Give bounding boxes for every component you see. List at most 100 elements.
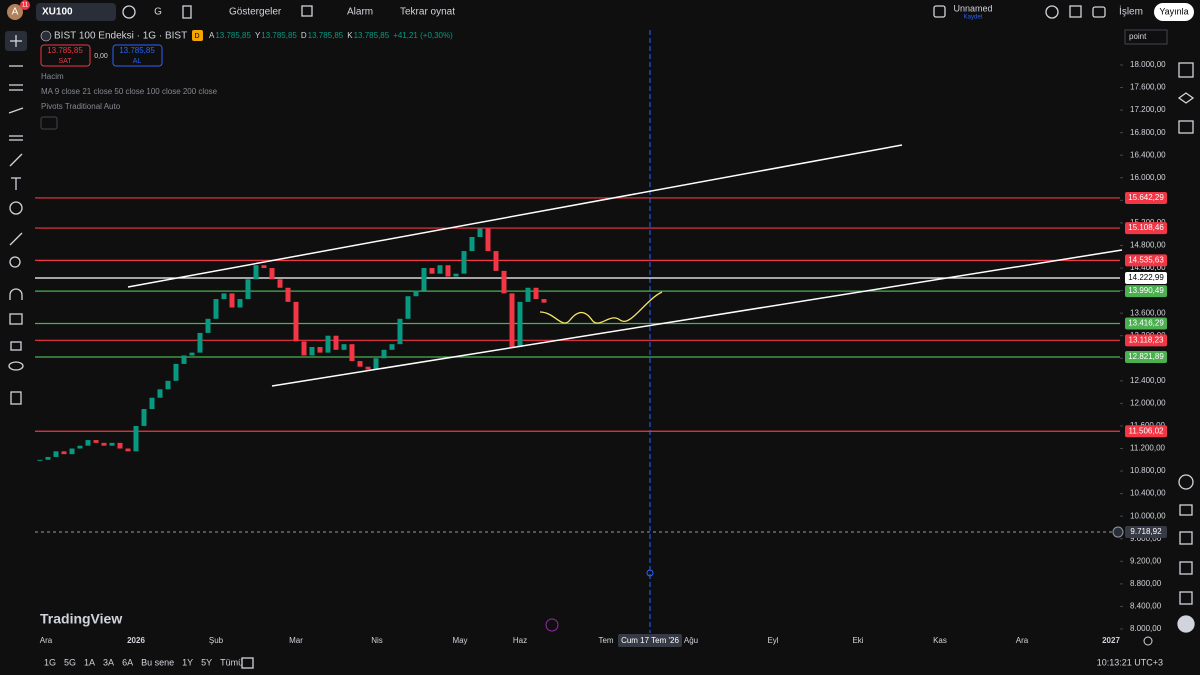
price-level-label: 14.535,63: [1128, 255, 1164, 264]
candle: [509, 293, 515, 347]
candle: [533, 287, 539, 300]
price-level-badge: [1125, 254, 1167, 267]
y-tick-label: 11.200,00: [1130, 444, 1166, 453]
range-button[interactable]: 1A: [84, 657, 95, 667]
price-level-label: 13.118,23: [1129, 335, 1165, 344]
sell-button[interactable]: [40, 44, 91, 67]
collapse-legend[interactable]: [40, 116, 58, 130]
price-level-badge: [1125, 334, 1167, 347]
crosshair-add[interactable]: [1112, 526, 1124, 538]
y-tick-label: 8.400,00: [1130, 602, 1162, 611]
templates[interactable]: [301, 5, 313, 17]
x-tick-label: Tem: [598, 636, 613, 645]
right-sidebar: [1172, 26, 1200, 675]
left-toolbar: [0, 26, 32, 655]
sidebar-icons: [1177, 62, 1195, 633]
symbol-box[interactable]: [36, 3, 116, 21]
y-tick-label: 12.000,00: [1130, 399, 1166, 408]
candle: [261, 265, 267, 269]
settings[interactable]: [1045, 5, 1059, 19]
axis-settings[interactable]: [1143, 636, 1153, 646]
legend-title: BIST 100 Endeksi · 1G · BIST: [54, 31, 187, 42]
price-level-badge: [1125, 222, 1167, 235]
publish-button[interactable]: [1154, 3, 1194, 21]
range-buttons: 1G 5G 1A 3A 6A Bu sene 1Y 5Y Tümü: [44, 657, 243, 667]
candle: [293, 301, 299, 342]
range-button[interactable]: 1G: [44, 657, 56, 667]
candle: [173, 363, 179, 381]
alarm[interactable]: Alarm: [347, 7, 373, 18]
candle: [149, 397, 155, 410]
x-tick-label: Haz: [513, 636, 527, 645]
data-badge-letter: D: [194, 33, 199, 40]
trade-button[interactable]: İşlem: [1119, 5, 1143, 18]
y-tick-label: 10.400,00: [1130, 489, 1166, 498]
date-range[interactable]: [241, 657, 254, 669]
candle: [469, 237, 475, 252]
range-button[interactable]: 1Y: [182, 657, 193, 667]
candle: [477, 228, 483, 238]
candle: [445, 265, 451, 277]
buy-button[interactable]: [112, 44, 163, 67]
price-level-label: 15.642,29: [1128, 193, 1164, 202]
range-button[interactable]: 6A: [122, 657, 133, 667]
clock: 10:13:21 UTC+3: [1097, 657, 1163, 667]
y-tick-label: 14.800,00: [1130, 241, 1166, 250]
x-tick-label: Kas: [933, 636, 947, 645]
layout-name[interactable]: Unnamed: [953, 3, 992, 13]
candle: [325, 335, 331, 353]
price-level-label: 15.108,46: [1128, 223, 1164, 232]
add-symbol[interactable]: [122, 5, 136, 19]
interval[interactable]: G: [154, 7, 162, 18]
candle: [109, 442, 115, 446]
x-tick-label: Nis: [371, 636, 383, 645]
data-badge: [192, 30, 203, 41]
avatar[interactable]: [7, 4, 23, 20]
ohlc-high-label: Y: [255, 31, 261, 40]
candle: [237, 299, 243, 308]
candle: [213, 299, 219, 319]
x-tick-label: 2026: [127, 636, 145, 645]
y-tick-label: 16.000,00: [1130, 173, 1166, 182]
range-button[interactable]: Tümü: [220, 657, 243, 667]
symbol: XU100: [42, 7, 73, 18]
save[interactable]: Kaydet: [964, 15, 983, 21]
candle: [437, 265, 443, 274]
snapshot[interactable]: [1092, 6, 1106, 18]
fullscreen[interactable]: [1069, 5, 1082, 18]
ohlc-close-label: K: [347, 31, 353, 40]
mode-box[interactable]: [1124, 29, 1168, 45]
replay[interactable]: Tekrar oynat: [400, 7, 455, 18]
candle: [341, 344, 347, 350]
range-button[interactable]: 3A: [103, 657, 114, 667]
candle: [125, 448, 131, 452]
range-button[interactable]: 5Y: [201, 657, 212, 667]
indicators[interactable]: Göstergeler: [229, 7, 282, 18]
crosshair-date-badge: [618, 634, 682, 647]
range-button[interactable]: 5G: [64, 657, 76, 667]
candle: [53, 451, 59, 457]
y-tick-label: 16.800,00: [1130, 128, 1166, 137]
chart-type[interactable]: [182, 5, 192, 19]
range-button[interactable]: Bu sene: [141, 657, 174, 667]
candle: [381, 349, 387, 359]
badge-count: 11: [22, 3, 29, 9]
x-tick-label: Eyl: [767, 636, 778, 645]
candle: [69, 448, 75, 455]
pivots-indicator: Pivots Traditional Auto: [41, 102, 121, 111]
y-tick-label: 12.400,00: [1130, 376, 1166, 385]
candle: [485, 228, 491, 252]
candle: [525, 287, 531, 302]
event-marker[interactable]: [545, 618, 559, 632]
y-tick-label: 9.200,00: [1130, 556, 1162, 565]
candle: [181, 355, 187, 364]
sell-price: 13.785,85: [47, 46, 83, 55]
ohlc: A 13.785,85 Y 13.785,85 D 13.785,85 K 13.785,85…: [209, 31, 453, 40]
ohlc-open-label: A: [209, 31, 215, 40]
price-level-label: 11.506,02: [1129, 426, 1165, 435]
layout-checkbox[interactable]: [933, 5, 946, 18]
avatar-letter: A: [12, 7, 19, 18]
price-level-label: 14.222,99: [1128, 273, 1164, 282]
x-tick-label: 2027: [1102, 636, 1120, 645]
ohlc-change: +41,21 (+0,30%): [393, 31, 453, 40]
